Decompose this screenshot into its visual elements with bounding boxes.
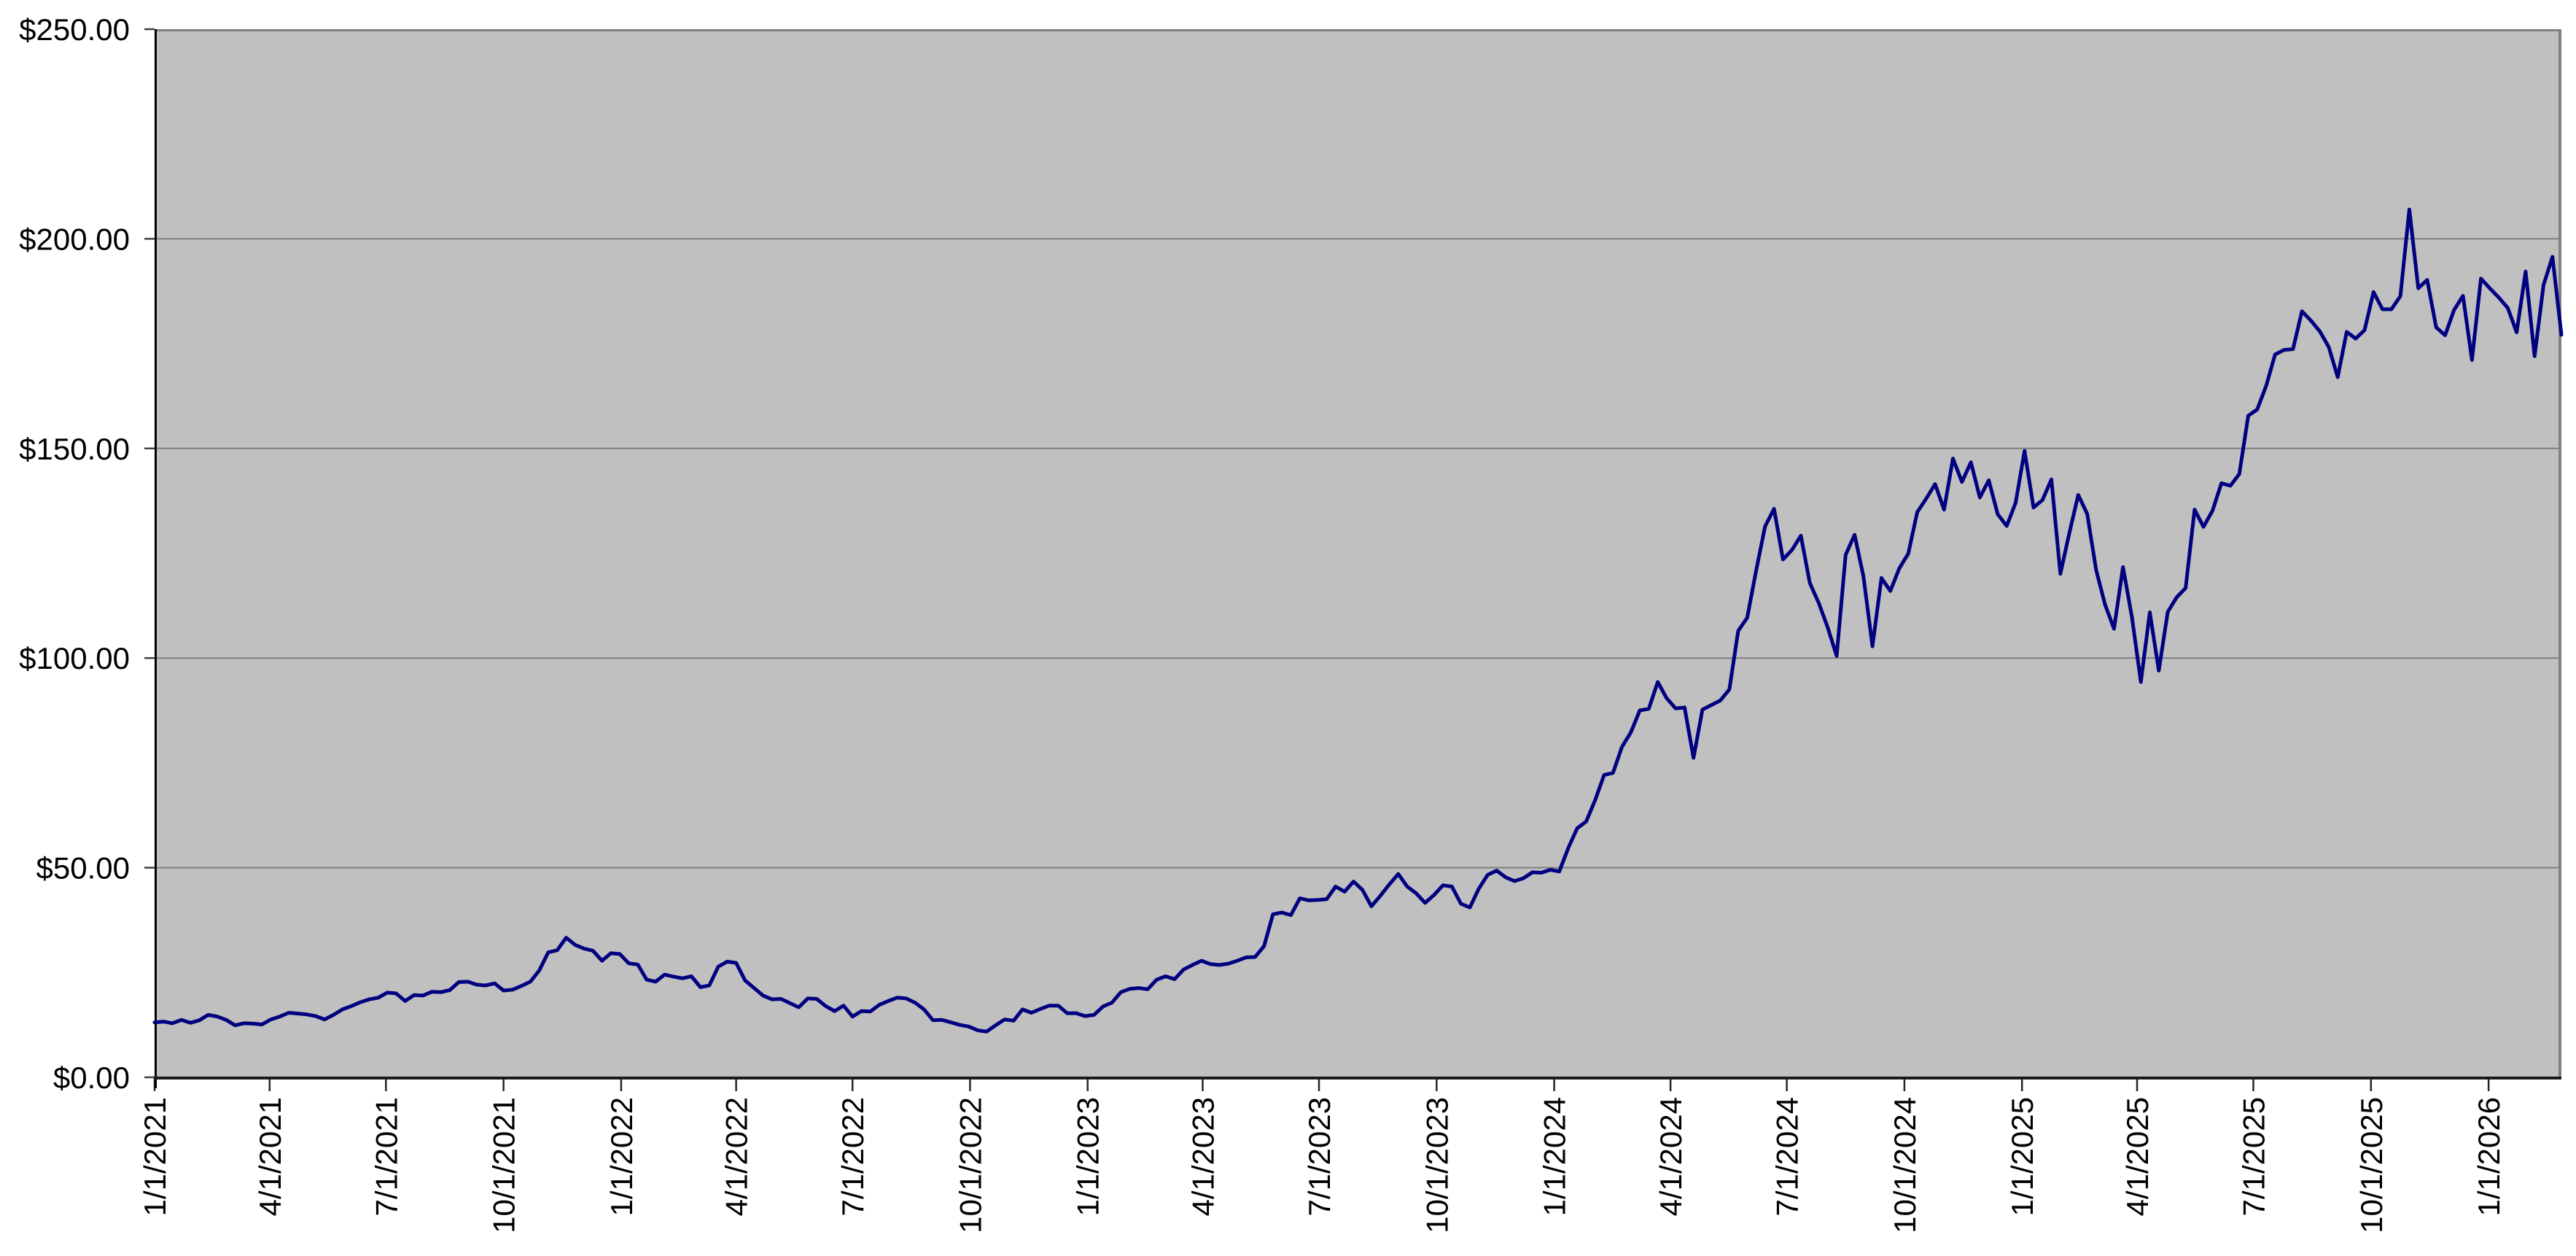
plot-border xyxy=(155,29,2561,1077)
price-line-group xyxy=(152,207,2564,1034)
y-axis-label: $100.00 xyxy=(19,641,130,675)
x-axis-label: 4/1/2024 xyxy=(1654,1097,1688,1217)
x-axis-label: 7/1/2023 xyxy=(1302,1097,1336,1217)
x-axis-label: 10/1/2022 xyxy=(953,1097,987,1233)
y-axis-label: $50.00 xyxy=(36,851,130,885)
y-axis-label: $250.00 xyxy=(19,12,130,47)
x-axis-label: 1/1/2022 xyxy=(604,1097,639,1217)
x-axis-label: 10/1/2021 xyxy=(487,1097,521,1233)
y-axis-label: $0.00 xyxy=(53,1061,130,1095)
y-axis-labels: $250.00 $200.00 $150.00 $100.00 $50.00 $0.00 xyxy=(19,12,130,1095)
x-axis-labels: 1/1/2021 4/1/2021 7/1/2021 10/1/2021 1/1/202… xyxy=(138,1097,2506,1233)
x-axis-label: 1/1/2021 xyxy=(138,1097,172,1217)
x-axis-label: 1/1/2023 xyxy=(1071,1097,1105,1217)
x-axis-label: 1/1/2024 xyxy=(1538,1097,1572,1217)
x-axis-label: 1/1/2026 xyxy=(2472,1097,2506,1217)
x-axis-label: 7/1/2025 xyxy=(2237,1097,2271,1217)
x-axis-label: 4/1/2022 xyxy=(720,1097,754,1217)
plot-area xyxy=(155,29,2561,1077)
x-axis-label: 7/1/2021 xyxy=(369,1097,403,1217)
y-axis-label: $200.00 xyxy=(19,222,130,256)
x-axis-label: 10/1/2025 xyxy=(2354,1097,2389,1233)
price-line xyxy=(152,207,2564,1034)
y-axis-label: $150.00 xyxy=(19,432,130,466)
x-axis-label: 7/1/2024 xyxy=(1770,1097,1805,1217)
x-axis-label: 4/1/2023 xyxy=(1186,1097,1221,1217)
x-axis-label: 10/1/2023 xyxy=(1420,1097,1454,1233)
y-axis-ticks xyxy=(144,28,155,1079)
x-axis-label: 4/1/2025 xyxy=(2120,1097,2155,1217)
x-axis-label: 4/1/2021 xyxy=(253,1097,287,1217)
axes xyxy=(155,29,2561,1088)
x-axis-label: 7/1/2022 xyxy=(836,1097,870,1217)
x-axis-label: 1/1/2025 xyxy=(2005,1097,2039,1217)
x-axis-label: 10/1/2024 xyxy=(1888,1097,1922,1233)
